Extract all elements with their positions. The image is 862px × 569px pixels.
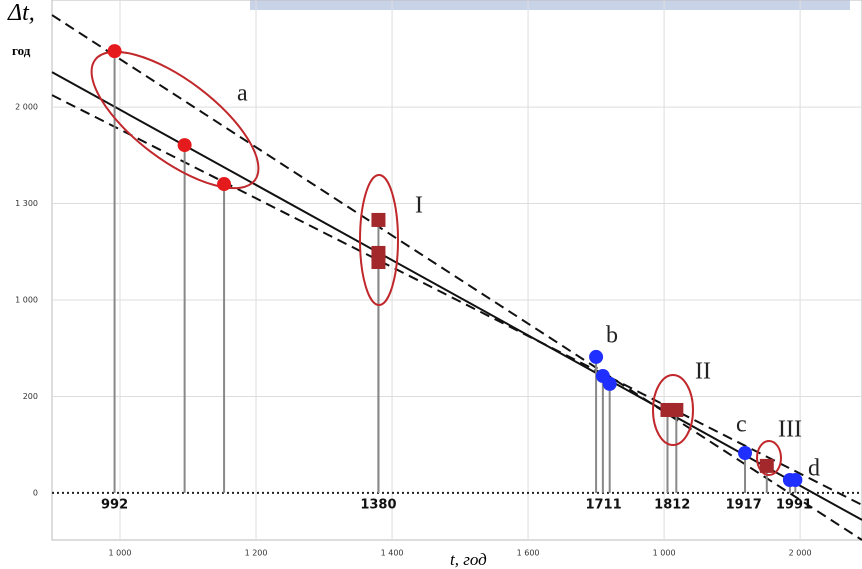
plot-frame: [51, 0, 862, 541]
x-tick-label: 1 400: [381, 549, 404, 558]
group-ellipse: [756, 440, 782, 476]
x-axis-title: t, год: [450, 550, 487, 569]
point: [602, 376, 617, 391]
trend-line: [51, 14, 862, 541]
group-label: I: [415, 193, 423, 219]
y-axis-title: год: [12, 43, 31, 58]
year-label: 1711: [585, 498, 621, 513]
point: [669, 402, 684, 417]
y-tick-label: 1 300: [15, 199, 38, 208]
year-label: 1991: [776, 498, 812, 513]
year-label: 1380: [360, 498, 396, 513]
group-label: II: [695, 359, 711, 385]
trend-line: [51, 94, 862, 506]
x-tick-label: 1 600: [517, 549, 540, 558]
x-tick-label: 2 000: [789, 549, 812, 558]
point: [371, 254, 386, 269]
group-ellipse: [359, 174, 399, 306]
year-label: 1812: [654, 498, 690, 513]
header-bar: [250, 0, 850, 10]
x-tick-label: 1 000: [653, 549, 676, 558]
group-label: b: [606, 323, 618, 349]
group-label: III: [778, 417, 802, 443]
year-label: 1917: [726, 498, 762, 513]
point: [217, 177, 232, 192]
y-tick-label: 1 000: [15, 296, 38, 305]
point: [738, 445, 753, 460]
group-ellipse: [652, 374, 694, 446]
point: [759, 458, 774, 473]
y-tick-label: 0: [33, 488, 38, 497]
group-label: c: [736, 412, 747, 438]
y-tick-label: 2 000: [15, 103, 38, 112]
group-label: d: [808, 456, 820, 482]
group-label: a: [237, 81, 248, 107]
point: [107, 44, 122, 59]
x-tick-label: 1 200: [245, 549, 268, 558]
group-ellipse: [90, 50, 260, 190]
year-label: 992: [101, 498, 128, 513]
point: [589, 349, 604, 364]
x-tick-label: 1 000: [109, 549, 132, 558]
y-axis-title: Δt,: [7, 0, 35, 26]
y-tick-label: 200: [23, 392, 38, 401]
point: [788, 473, 803, 487]
point: [371, 212, 386, 227]
point: [177, 138, 192, 153]
